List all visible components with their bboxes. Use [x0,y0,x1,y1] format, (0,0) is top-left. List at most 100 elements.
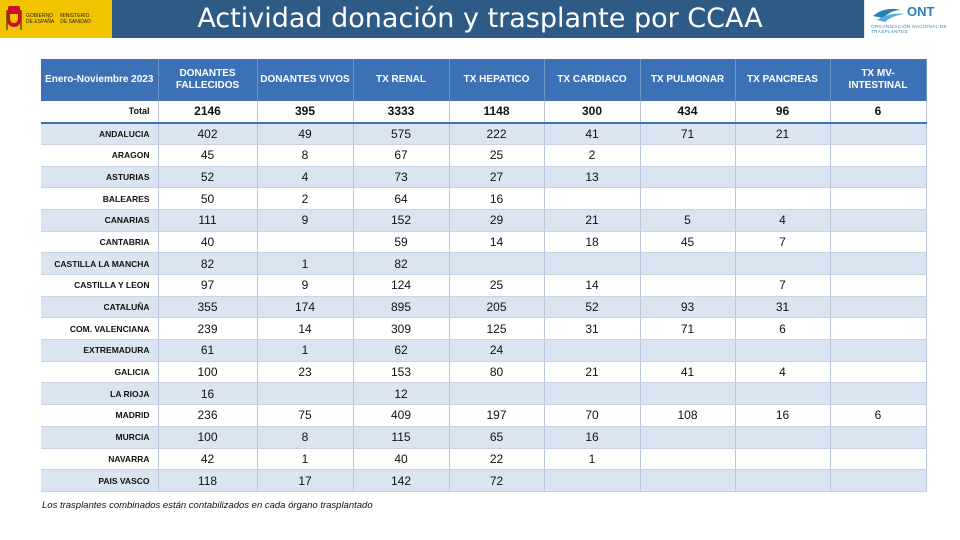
table-cell [830,317,927,341]
table-cell: 18 [544,231,641,254]
table-cell: 9 [257,274,354,297]
ont-logo: ONT ORGANIZACIÓN NACIONAL DE TRASPLANTES [864,0,960,38]
region-name: CASTILLA LA MANCHA [41,252,159,275]
table-cell [257,231,354,254]
table-cell: 1 [257,339,354,362]
region-name: ARAGON [41,144,159,167]
table-cell: 2 [544,144,641,167]
table-cell: 1 [257,448,354,471]
page-title: Actividad donación y trasplante por CCAA [197,3,763,34]
table-row: MURCIA 100 8 115 65 16 [41,426,927,449]
table-cell: 45 [640,231,736,254]
table-body: Total 2146 395 3333 1148 300 434 96 6 ANDALUCIA 40… [41,101,927,492]
table-cell: 24 [449,339,545,362]
table-cell: 402 [158,122,258,145]
table-cell: 6 [830,101,927,124]
table-cell: 100 [158,361,258,384]
region-name: PAIS VASCO [41,469,159,492]
table-cell: 2 [257,187,354,210]
table-cell [544,339,641,362]
table-cell: 409 [353,404,450,427]
table-cell: 111 [158,209,258,232]
table-cell: 8 [257,144,354,167]
table-cell [830,209,927,232]
table-cell: 52 [158,166,258,189]
table-cell: 14 [544,274,641,297]
column-header: TX PULMONAR [640,59,736,101]
table-cell: 1148 [449,101,545,124]
table-cell: 82 [353,252,450,275]
table-row: CANARIAS 111 9 152 29 21 5 4 [41,209,927,232]
table-cell: 13 [544,166,641,189]
table-cell [735,166,831,189]
table-cell: 41 [544,122,641,145]
region-name: CASTILLA Y LEON [41,274,159,297]
table-cell: 14 [257,317,354,341]
table-row: ANDALUCIA 402 49 575 222 41 71 21 [41,122,927,145]
table-cell: 52 [544,296,641,319]
column-header: TX HEPATICO [449,59,545,101]
table-cell: 300 [544,101,641,124]
table-row: ASTURIAS 52 4 73 27 13 [41,166,927,189]
ont-logo-name: ONT [907,4,935,19]
table-cell [640,187,736,210]
table-cell: 4 [735,209,831,232]
region-name: GALICIA [41,361,159,384]
period-header: Enero-Noviembre 2023 [41,59,159,101]
table-cell: 7 [735,231,831,254]
region-name: MADRID [41,404,159,427]
table-cell: 31 [544,317,641,341]
table-cell [830,231,927,254]
table-cell: 22 [449,448,545,471]
table-cell: 70 [544,404,641,427]
table-cell [735,469,831,492]
region-name: ANDALUCIA [41,122,159,145]
region-name: EXTREMADURA [41,339,159,362]
table-row: NAVARRA 42 1 40 22 1 [41,448,927,471]
table-cell: 45 [158,144,258,167]
table-cell [735,187,831,210]
table-cell: 25 [449,274,545,297]
table-cell: 153 [353,361,450,384]
table-cell: 222 [449,122,545,145]
table-cell: 16 [544,426,641,449]
table-cell: 16 [158,382,258,406]
region-name: MURCIA [41,426,159,449]
table-cell [640,382,736,406]
table-cell: 124 [353,274,450,297]
table-header-row: Enero-Noviembre 2023 DONANTES FALLECIDOS… [41,59,927,101]
table-cell: 72 [449,469,545,492]
table-cell [735,448,831,471]
table-cell [640,448,736,471]
table-cell: 4 [735,361,831,384]
table-cell: 21 [544,361,641,384]
table-cell [830,187,927,210]
table-cell [449,252,545,275]
table-cell [640,144,736,167]
table-cell [830,469,927,492]
column-header: TX CARDIACO [544,59,641,101]
table-cell [830,144,927,167]
table-row: CASTILLA LA MANCHA 82 1 82 [41,252,927,275]
gov-logo-text-right: MINISTERIO DE SANIDAD [60,13,91,25]
table-cell: 16 [735,404,831,427]
table-cell [735,339,831,362]
table-row: GALICIA 100 23 153 80 21 41 4 [41,361,927,384]
table-cell: 75 [257,404,354,427]
table-cell [640,339,736,362]
region-name: BALEARES [41,187,159,210]
region-name: LA RIOJA [41,382,159,406]
table-cell: 4 [257,166,354,189]
table-cell: 96 [735,101,831,124]
table-cell: 6 [830,404,927,427]
column-header: TX RENAL [353,59,450,101]
table-cell [830,274,927,297]
region-name: ASTURIAS [41,166,159,189]
table-cell [830,361,927,384]
table-cell: 205 [449,296,545,319]
table-cell: 17 [257,469,354,492]
table-cell: 1 [544,448,641,471]
table-cell: 62 [353,339,450,362]
region-name: CATALUÑA [41,296,159,319]
table-cell: 31 [735,296,831,319]
